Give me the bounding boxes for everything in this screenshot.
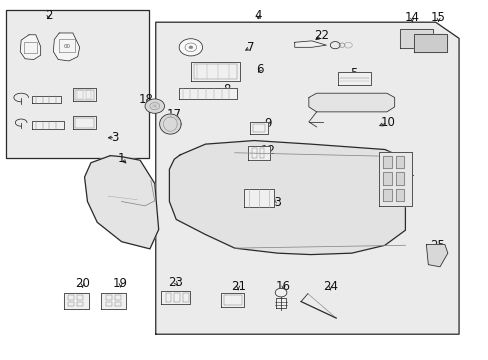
Text: 9: 9 [264, 117, 271, 130]
Polygon shape [73, 116, 96, 129]
Polygon shape [250, 122, 267, 134]
Polygon shape [101, 293, 126, 309]
Text: 12: 12 [260, 144, 275, 157]
Text: 19: 19 [113, 278, 128, 291]
Text: 11: 11 [400, 166, 415, 179]
Polygon shape [156, 22, 458, 334]
Circle shape [179, 39, 202, 56]
Text: 2: 2 [44, 9, 52, 22]
Text: 1: 1 [118, 152, 125, 165]
Polygon shape [337, 72, 370, 85]
Polygon shape [84, 156, 158, 249]
Polygon shape [399, 30, 432, 48]
Text: 4: 4 [254, 9, 262, 22]
Text: 25: 25 [429, 239, 444, 252]
Text: 15: 15 [430, 12, 445, 24]
Text: 17: 17 [166, 108, 181, 121]
Text: 16: 16 [275, 280, 290, 293]
Polygon shape [73, 88, 96, 101]
Polygon shape [378, 152, 411, 206]
Text: 5: 5 [349, 67, 357, 80]
Polygon shape [169, 140, 405, 255]
Polygon shape [395, 189, 404, 201]
Text: 8: 8 [223, 83, 230, 96]
Text: 6: 6 [256, 63, 264, 76]
Circle shape [188, 46, 192, 49]
Polygon shape [294, 41, 326, 47]
Text: 3: 3 [111, 131, 119, 144]
Polygon shape [244, 189, 273, 207]
Circle shape [145, 99, 164, 113]
Circle shape [275, 288, 286, 297]
Polygon shape [160, 114, 181, 134]
Polygon shape [63, 293, 89, 309]
Polygon shape [190, 62, 239, 81]
Polygon shape [221, 293, 244, 307]
Polygon shape [5, 10, 149, 158]
Polygon shape [32, 96, 61, 103]
Polygon shape [395, 156, 404, 168]
Polygon shape [382, 172, 391, 185]
Polygon shape [308, 93, 394, 112]
Polygon shape [276, 298, 285, 309]
Polygon shape [20, 35, 41, 59]
Text: 20: 20 [75, 278, 90, 291]
Text: 13: 13 [267, 196, 282, 209]
Text: 22: 22 [313, 29, 328, 42]
Text: 00: 00 [63, 44, 70, 49]
Text: 23: 23 [167, 276, 183, 289]
Polygon shape [382, 156, 391, 168]
Text: 24: 24 [322, 280, 337, 293]
Polygon shape [395, 172, 404, 185]
Polygon shape [413, 34, 447, 52]
Polygon shape [32, 121, 64, 129]
Polygon shape [178, 88, 237, 99]
Polygon shape [160, 291, 189, 304]
Polygon shape [382, 189, 391, 201]
Text: 7: 7 [246, 41, 254, 54]
Text: 18: 18 [138, 93, 153, 106]
Text: 21: 21 [230, 280, 245, 293]
Polygon shape [426, 244, 447, 267]
Text: 10: 10 [380, 116, 394, 129]
Text: 14: 14 [404, 12, 419, 24]
Polygon shape [53, 33, 80, 61]
Polygon shape [248, 146, 269, 160]
